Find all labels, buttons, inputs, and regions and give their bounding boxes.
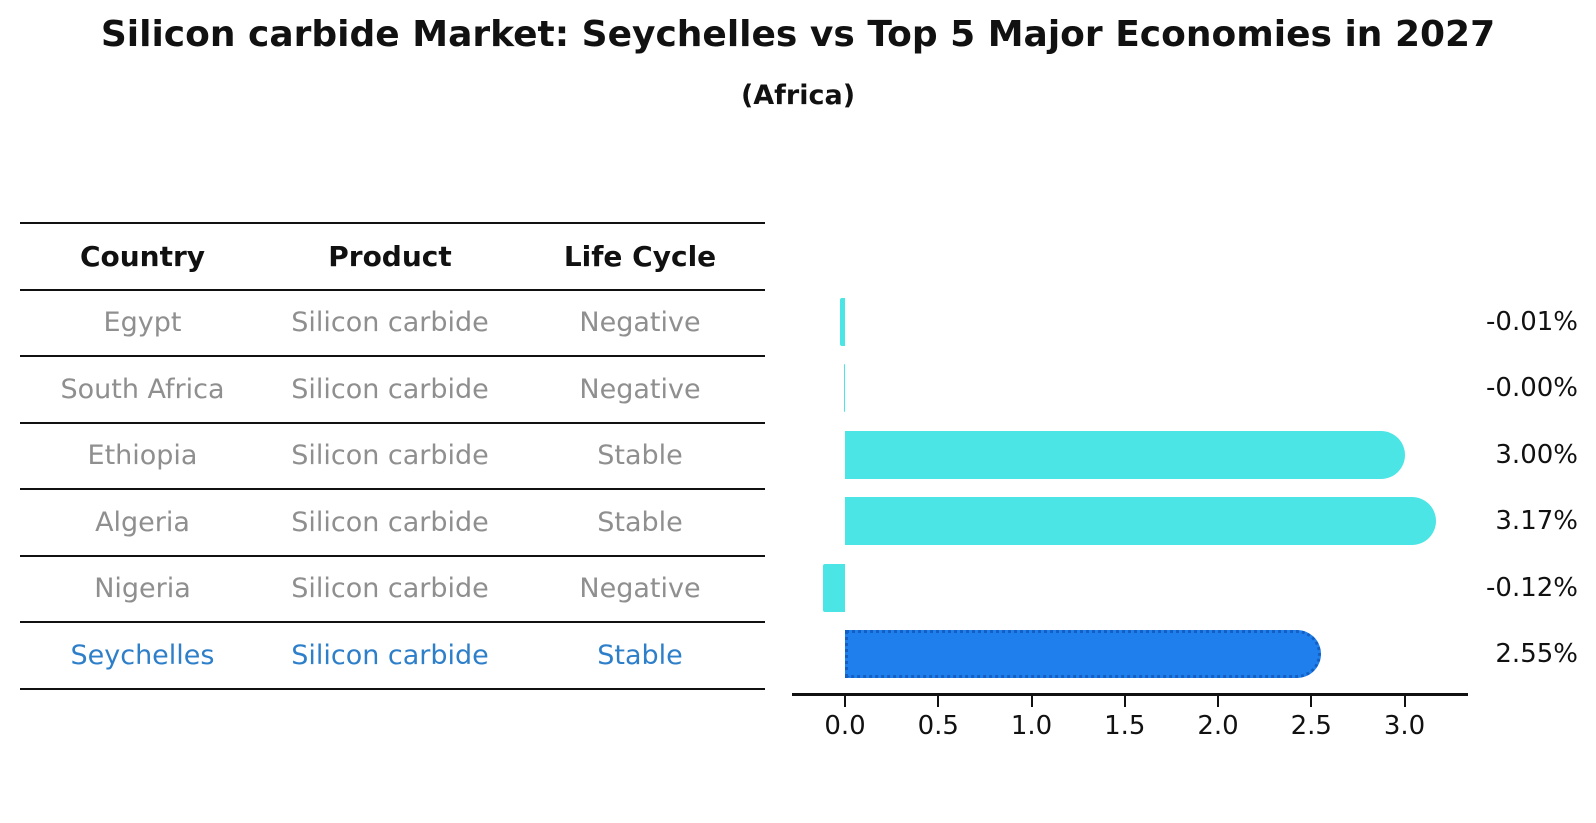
bar-south-africa — [843, 364, 845, 413]
x-axis-tick — [1217, 696, 1219, 707]
chart-title: Silicon carbide Market: Seychelles vs To… — [100, 14, 1496, 55]
table-row-seychelles: Seychelles Silicon carbide Stable — [20, 621, 765, 688]
x-axis-tick-label: 0.0 — [824, 711, 866, 741]
table-cell-life-cycle: Stable — [597, 639, 683, 671]
table-header-country: Country — [79, 239, 206, 273]
table-cell-country: Nigeria — [94, 573, 191, 605]
bar-value-label-nigeria: -0.12% — [1486, 572, 1578, 603]
bar-nigeria — [822, 563, 845, 612]
table-cell-country: Seychelles — [70, 639, 215, 671]
x-axis-tick — [1310, 696, 1313, 707]
chart-subtitle: (Africa) — [740, 80, 856, 111]
x-axis-tick-label: 2.0 — [1197, 711, 1239, 741]
x-axis-tick — [1403, 696, 1406, 707]
bar-value-label-seychelles: 2.55% — [1495, 639, 1578, 669]
bar-algeria — [845, 497, 1437, 546]
table-cell-product: Silicon carbide — [291, 440, 489, 472]
table-cell-life-cycle: Negative — [579, 307, 701, 339]
x-axis-tick-label: 2.5 — [1290, 711, 1332, 741]
table-cell-country: Ethiopia — [87, 440, 198, 472]
bar-egypt — [840, 298, 845, 346]
x-axis-tick-label: 3.0 — [1383, 711, 1426, 741]
table-row-south-africa: South Africa Silicon carbide Negative — [20, 355, 765, 422]
table-cell-life-cycle: Negative — [579, 373, 701, 405]
x-axis-tick — [1123, 696, 1126, 707]
table-row-ethiopia: Ethiopia Silicon carbide Stable — [20, 421, 765, 489]
table-cell-life-cycle: Stable — [597, 506, 683, 538]
table-row-nigeria: Nigeria Silicon carbide Negative — [20, 554, 765, 622]
table-cell-country: Algeria — [95, 506, 190, 538]
table-cell-life-cycle: Negative — [579, 573, 701, 605]
bar-value-label-ethiopia: 3.00% — [1495, 439, 1578, 470]
bar-seychelles — [845, 630, 1321, 678]
table-header-product: Product — [328, 239, 452, 273]
x-axis-tick-label: 0.5 — [917, 711, 959, 741]
table-cell-product: Silicon carbide — [291, 373, 489, 405]
table-header-row: Country Product Life Cycle — [20, 222, 765, 289]
x-axis-tick — [937, 696, 940, 707]
x-axis-line — [792, 693, 1468, 696]
table-cell-product: Silicon carbide — [291, 573, 489, 605]
bar-value-label-south-africa: -0.00% — [1486, 373, 1578, 404]
bar-ethiopia — [845, 430, 1405, 479]
table-cell-country: Egypt — [103, 307, 182, 339]
table-cell-country: South Africa — [60, 373, 225, 405]
x-axis-tick — [1030, 696, 1033, 707]
table-cell-product: Silicon carbide — [291, 307, 489, 339]
table-cell-product: Silicon carbide — [291, 639, 489, 671]
comparison-table: Country Product Life Cycle Egypt Silicon ca… — [20, 222, 765, 690]
table-row-egypt: Egypt Silicon carbide Negative — [20, 288, 765, 356]
table-row-algeria: Algeria Silicon carbide Stable — [20, 488, 765, 555]
bar-value-label-algeria: 3.17% — [1495, 506, 1578, 537]
x-axis-tick-label: 1.0 — [1010, 711, 1053, 741]
table-cell-product: Silicon carbide — [291, 506, 489, 538]
table-header-life-cycle: Life Cycle — [563, 239, 717, 273]
table-cell-life-cycle: Stable — [597, 440, 683, 472]
x-axis-tick-label: 1.5 — [1104, 711, 1146, 741]
x-axis-tick — [844, 696, 846, 707]
bar-value-label-egypt: -0.01% — [1486, 307, 1578, 337]
